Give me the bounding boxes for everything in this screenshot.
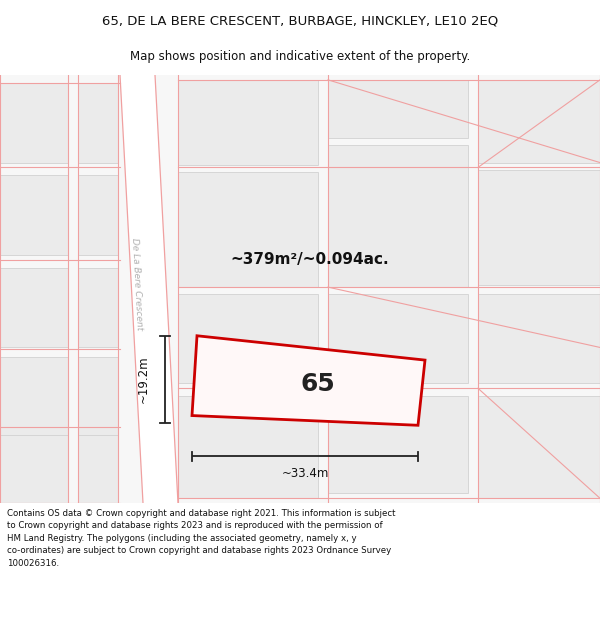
Bar [78, 82, 118, 162]
Bar [478, 171, 600, 285]
Bar [78, 435, 118, 515]
Text: 65: 65 [301, 372, 335, 396]
Text: Map shows position and indicative extent of the property.: Map shows position and indicative extent… [130, 50, 470, 62]
Bar [0, 82, 68, 162]
Bar [0, 268, 68, 348]
Bar [78, 175, 118, 255]
Bar [328, 80, 468, 138]
Bar [78, 268, 118, 348]
Bar [0, 357, 68, 437]
Text: Contains OS data © Crown copyright and database right 2021. This information is : Contains OS data © Crown copyright and d… [7, 509, 396, 568]
Text: De La Bere Crescent: De La Bere Crescent [130, 238, 144, 331]
Bar [178, 396, 318, 498]
Polygon shape [192, 336, 425, 425]
Bar [78, 357, 118, 437]
Text: ~33.4m: ~33.4m [281, 468, 329, 481]
Polygon shape [120, 75, 178, 503]
Bar [328, 294, 468, 384]
Text: ~379m²/~0.094ac.: ~379m²/~0.094ac. [230, 253, 389, 268]
Bar [478, 396, 600, 498]
Bar [478, 294, 600, 384]
Text: 65, DE LA BERE CRESCENT, BURBAGE, HINCKLEY, LE10 2EQ: 65, DE LA BERE CRESCENT, BURBAGE, HINCKL… [102, 14, 498, 28]
Bar [328, 396, 468, 493]
Bar [0, 435, 68, 515]
Bar [178, 294, 318, 384]
Bar [178, 80, 318, 166]
Bar [178, 173, 318, 287]
Bar [328, 145, 468, 287]
Text: ~19.2m: ~19.2m [137, 356, 149, 403]
Bar [478, 80, 600, 162]
Bar [0, 175, 68, 255]
